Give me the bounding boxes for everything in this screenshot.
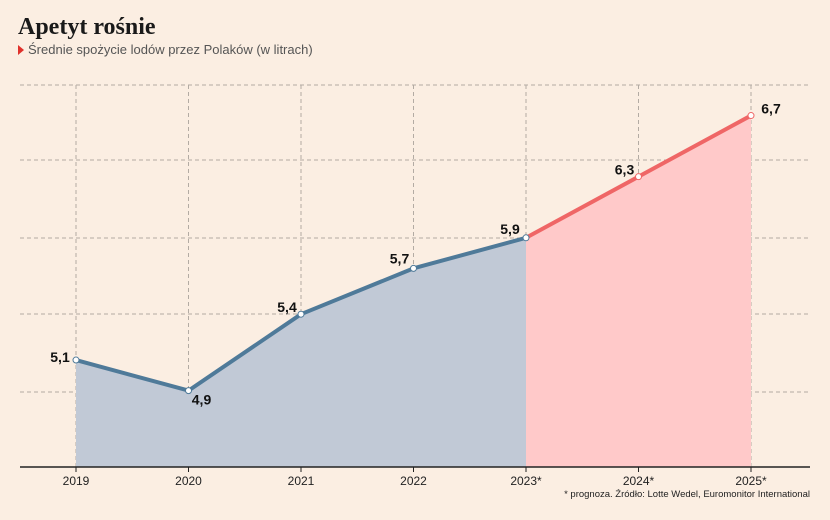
forecast-area: [526, 115, 751, 467]
data-label: 6,3: [615, 162, 635, 178]
data-point: [72, 356, 80, 364]
chart-title: Apetyt rośnie: [18, 14, 156, 40]
chart-footnote: * prognoza. Źródło: Lotte Wedel, Euromon…: [564, 489, 810, 500]
x-tick-label: 2023*: [510, 474, 542, 488]
data-point: [410, 264, 417, 272]
data-label: 4,9: [192, 392, 212, 408]
data-label: 5,9: [500, 221, 520, 237]
data-labels: 5,1 4,9 5,4 5,7 5,9 6,3 6,7: [50, 101, 781, 408]
triangle-marker-icon: [18, 44, 24, 55]
x-tick-label: 2022: [400, 474, 427, 488]
data-point: [297, 310, 305, 318]
x-tick-label: 2019: [63, 474, 90, 488]
x-tick-label: 2024*: [623, 474, 655, 488]
x-tick-label: 2025*: [735, 474, 767, 488]
x-axis: 2019 2020 2021 2022 2023* 2024* 2025*: [20, 466, 810, 488]
chart-subtitle: Średnie spożycie lodów przez Polaków (w …: [18, 42, 313, 57]
data-label: 5,7: [390, 250, 410, 266]
data-point: [185, 387, 192, 395]
x-tick-label: 2020: [175, 474, 202, 488]
actual-area: [76, 237, 526, 467]
area-fills: [76, 115, 751, 467]
subtitle-text: Średnie spożycie lodów przez Polaków (w …: [28, 42, 313, 57]
data-points: [72, 112, 755, 395]
data-point: [747, 112, 755, 120]
data-label: 5,1: [50, 349, 70, 365]
x-tick-label: 2021: [288, 474, 315, 488]
data-point: [522, 234, 530, 242]
data-point: [635, 173, 642, 181]
data-label: 5,4: [277, 299, 297, 315]
data-label: 6,7: [761, 101, 781, 117]
